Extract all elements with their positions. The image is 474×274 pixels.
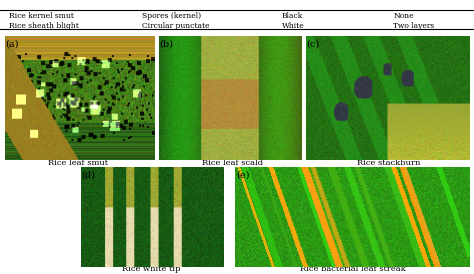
Text: (e): (e) xyxy=(236,170,249,179)
Text: (d): (d) xyxy=(82,170,95,179)
Text: Rice kernel smut
Rice sheath blight: Rice kernel smut Rice sheath blight xyxy=(9,12,79,30)
Text: Rice white tip: Rice white tip xyxy=(122,265,181,273)
Text: Rice stackburn: Rice stackburn xyxy=(357,159,420,167)
Text: None
Two layers: None Two layers xyxy=(393,12,435,30)
Text: Rice leaf smut: Rice leaf smut xyxy=(48,159,108,167)
Text: Rice bacterial leaf streak: Rice bacterial leaf streak xyxy=(300,265,406,273)
Text: (c): (c) xyxy=(307,39,320,48)
Text: (a): (a) xyxy=(6,39,19,48)
Text: Rice leaf scald: Rice leaf scald xyxy=(202,159,263,167)
Text: Spores (kernel)
Circular punctate: Spores (kernel) Circular punctate xyxy=(142,12,210,30)
Text: (b): (b) xyxy=(159,39,173,48)
Text: Black
White: Black White xyxy=(282,12,305,30)
